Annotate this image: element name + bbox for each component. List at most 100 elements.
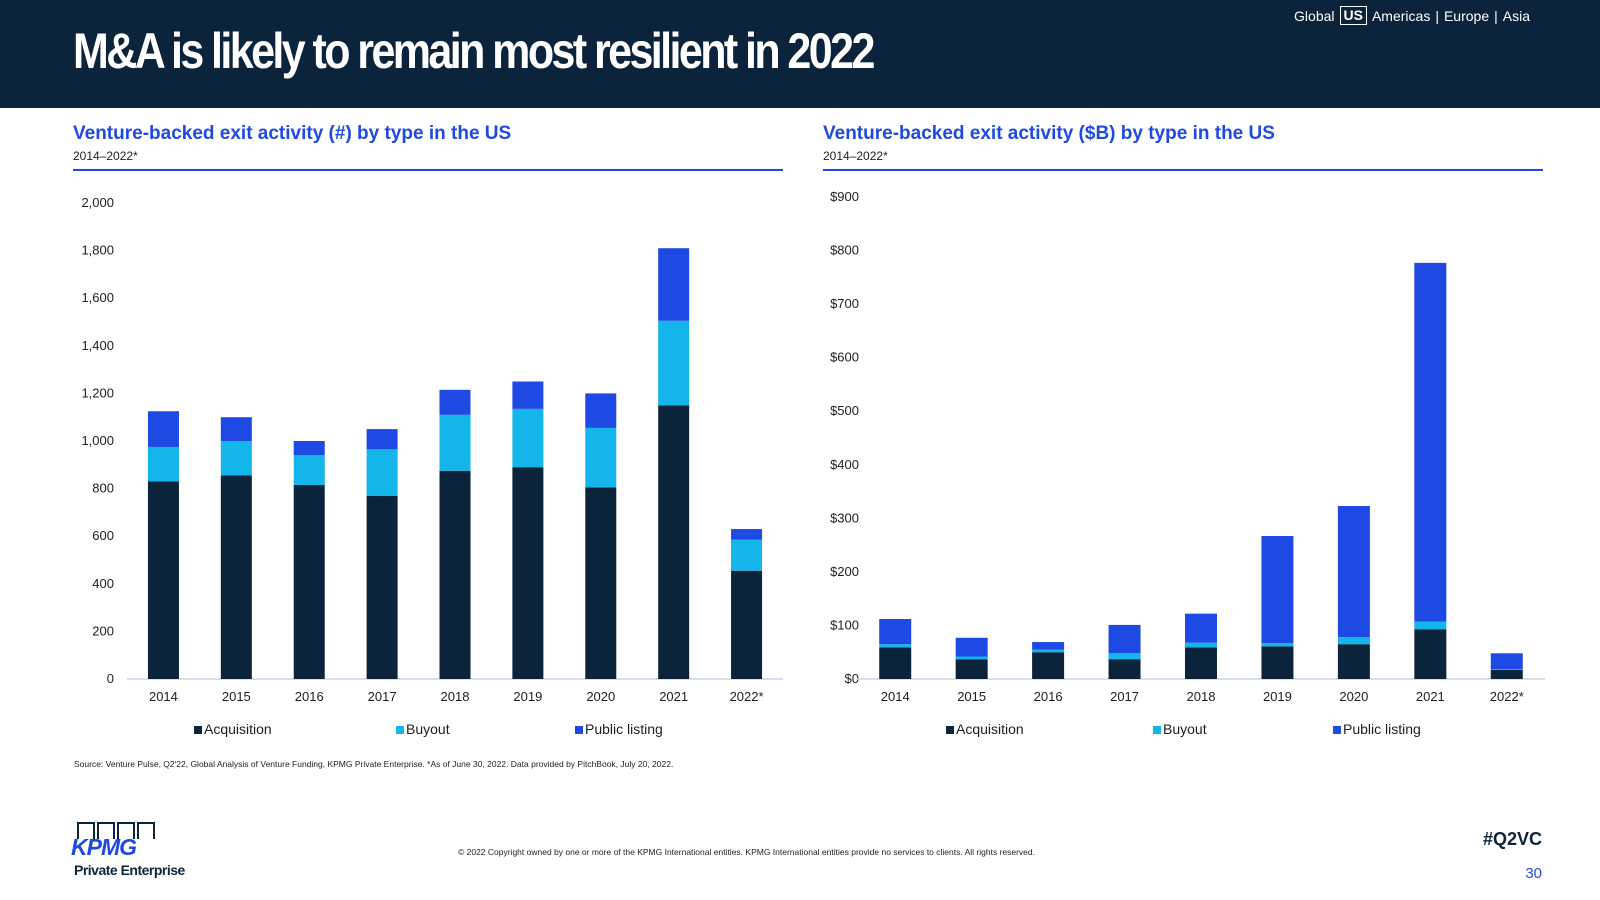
x-tick-label: 2016 bbox=[1034, 689, 1063, 704]
x-tick-label: 2018 bbox=[441, 689, 470, 704]
bar-buyout bbox=[1490, 669, 1523, 670]
y-tick-label: $100 bbox=[830, 617, 859, 632]
y-tick-label: 600 bbox=[92, 528, 114, 543]
bar-public-listing bbox=[1261, 536, 1294, 644]
x-tick-label: 2022* bbox=[1490, 689, 1524, 704]
y-tick-label: $800 bbox=[830, 243, 859, 258]
left-chart-rule bbox=[73, 169, 783, 171]
bar-buyout bbox=[147, 446, 179, 482]
bar-public-listing bbox=[512, 381, 544, 409]
region-link-asia[interactable]: Asia bbox=[1502, 7, 1530, 24]
exit-count-chart: 0 200 400 600 800 1,000 1,200 1,400 1,600 1,800 2,… bbox=[81, 195, 783, 737]
bar-public-listing bbox=[147, 411, 179, 447]
copyright-note: © 2022 Copyright owned by one or more of… bbox=[458, 847, 1035, 857]
bar-acquisition bbox=[366, 495, 398, 679]
left-chart-title: Venture-backed exit activity (#) by type… bbox=[73, 123, 512, 144]
y-tick-label: 0 bbox=[107, 671, 114, 686]
y-tick-label: $200 bbox=[830, 564, 859, 579]
bar-public-listing bbox=[1337, 506, 1370, 638]
legend-swatch-acquisition bbox=[946, 726, 954, 734]
x-tick-label: 2017 bbox=[368, 689, 397, 704]
bar-acquisition bbox=[658, 405, 690, 679]
bar-public-listing bbox=[658, 248, 690, 321]
kpmg-logo: KPMG Private Enterprise bbox=[71, 822, 186, 882]
bar-public-listing bbox=[1490, 653, 1523, 670]
x-tick-label: 2014 bbox=[881, 689, 910, 704]
bar-public-listing bbox=[955, 637, 988, 657]
bar-public-listing bbox=[1032, 642, 1065, 650]
region-link-europe[interactable]: Europe bbox=[1443, 7, 1490, 24]
bar-buyout bbox=[439, 414, 471, 471]
bar-public-listing bbox=[585, 393, 617, 428]
bar-public-listing bbox=[879, 619, 912, 645]
y-tick-label: $500 bbox=[830, 403, 859, 418]
bar-buyout bbox=[1337, 637, 1370, 645]
x-tick-label: 2015 bbox=[957, 689, 986, 704]
y-tick-label: 1,400 bbox=[81, 338, 114, 353]
bar-buyout bbox=[1032, 649, 1065, 653]
right-chart-rule bbox=[823, 169, 1543, 171]
bar-buyout bbox=[220, 441, 252, 476]
bar-public-listing bbox=[220, 417, 252, 441]
bar-acquisition bbox=[731, 570, 763, 679]
bar-public-listing bbox=[1108, 624, 1141, 654]
exit-value-chart: $0 $100 $200 $300 $400 $500 $600 $700 $800 $900 20… bbox=[830, 189, 1545, 737]
y-tick-label: $900 bbox=[830, 189, 859, 204]
bar-buyout bbox=[1185, 642, 1217, 648]
y-tick-label: 1,800 bbox=[81, 243, 114, 258]
y-tick-label: 1,200 bbox=[81, 385, 114, 400]
x-tick-label: 2022* bbox=[730, 689, 764, 704]
bar-acquisition bbox=[147, 481, 179, 679]
legend-label-public-listing: Public listing bbox=[585, 721, 663, 737]
right-chart-subtitle: 2014–2022* bbox=[823, 149, 888, 163]
x-tick-label: 2019 bbox=[1263, 689, 1292, 704]
bar-acquisition bbox=[955, 659, 988, 679]
region-link-global[interactable]: Global bbox=[1294, 7, 1335, 24]
region-nav: Global US Americas | Europe | Asia bbox=[1294, 6, 1530, 25]
hashtag: #Q2VC bbox=[1482, 829, 1542, 849]
bar-buyout bbox=[955, 656, 988, 660]
bar-buyout bbox=[512, 408, 544, 468]
region-link-us[interactable]: US bbox=[1339, 6, 1367, 25]
right-chart-title: Venture-backed exit activity ($B) by typ… bbox=[823, 123, 1275, 144]
x-tick-label: 2017 bbox=[1110, 689, 1139, 704]
header-bar: M&A is likely to remain most resilient i… bbox=[0, 0, 1600, 108]
bar-public-listing bbox=[439, 389, 471, 415]
y-tick-label: $0 bbox=[845, 671, 859, 686]
bar-buyout bbox=[1414, 621, 1447, 630]
y-tick-label: 400 bbox=[92, 576, 114, 591]
source-note: Source: Venture Pulse, Q2'22, Global Ana… bbox=[74, 759, 674, 769]
bar-buyout bbox=[1108, 653, 1141, 660]
legend-swatch-public-listing bbox=[575, 726, 583, 734]
bar-acquisition bbox=[585, 487, 617, 679]
bar-public-listing bbox=[1185, 613, 1217, 643]
bar-public-listing bbox=[731, 529, 763, 540]
bar-public-listing bbox=[293, 441, 325, 456]
y-tick-label: 200 bbox=[92, 623, 114, 638]
y-tick-label: 1,000 bbox=[81, 433, 114, 448]
y-tick-label: $300 bbox=[830, 510, 859, 525]
y-tick-label: $600 bbox=[830, 350, 859, 365]
legend-swatch-buyout bbox=[396, 726, 404, 734]
bar-buyout bbox=[731, 539, 763, 571]
bar-acquisition bbox=[1185, 647, 1217, 679]
bar-buyout bbox=[293, 455, 325, 486]
left-chart-subtitle: 2014–2022* bbox=[73, 149, 138, 163]
logo-subtitle: Private Enterprise bbox=[74, 862, 185, 878]
bar-public-listing bbox=[366, 429, 398, 450]
legend-swatch-public-listing bbox=[1333, 726, 1341, 734]
bar-public-listing bbox=[1414, 262, 1447, 622]
x-tick-label: 2021 bbox=[659, 689, 688, 704]
page-number: 30 bbox=[1525, 865, 1542, 882]
region-separator: | bbox=[1435, 7, 1439, 24]
x-tick-label: 2019 bbox=[513, 689, 542, 704]
bar-buyout bbox=[658, 320, 690, 406]
bar-acquisition bbox=[1261, 646, 1294, 679]
y-tick-label: $400 bbox=[830, 457, 859, 472]
region-link-americas[interactable]: Americas bbox=[1371, 7, 1431, 24]
x-tick-label: 2020 bbox=[586, 689, 615, 704]
legend-swatch-buyout bbox=[1153, 726, 1161, 734]
y-tick-label: 2,000 bbox=[81, 195, 114, 210]
bar-acquisition bbox=[1032, 652, 1065, 679]
y-tick-label: 1,600 bbox=[81, 290, 114, 305]
